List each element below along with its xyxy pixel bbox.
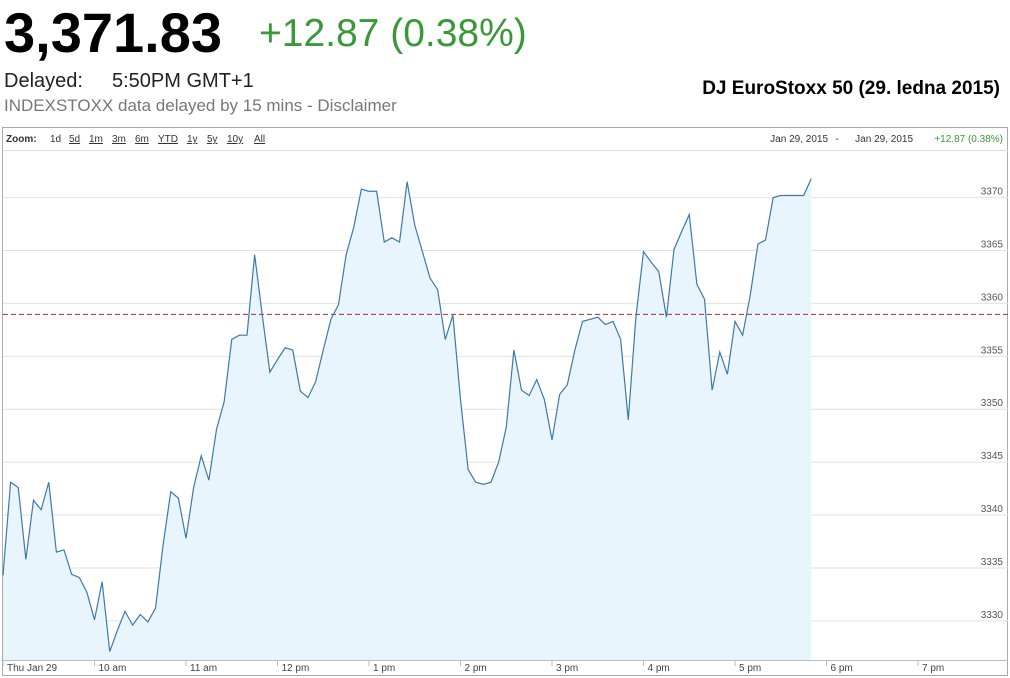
y-tick-label: 3360: [981, 292, 1004, 303]
delayed-label: Delayed:: [4, 70, 83, 92]
x-tick-label: Thu Jan 29: [7, 663, 57, 674]
y-tick-label: 3335: [981, 557, 1004, 568]
x-tick-label: 10 am: [99, 663, 127, 674]
disclaimer: INDEXSTOXX data delayed by 15 mins - Dis…: [4, 96, 397, 115]
y-tick-label: 3350: [981, 398, 1004, 409]
zoom-button[interactable]: 3m: [112, 134, 126, 145]
range-separator: -: [835, 134, 838, 145]
price: 3,371.83: [4, 1, 222, 64]
range-end: Jan 29, 2015: [855, 134, 913, 145]
zoom-label: Zoom:: [6, 134, 37, 145]
x-tick-label: 11 am: [190, 663, 217, 674]
zoom-button[interactable]: 5y: [207, 134, 218, 145]
chart-title: DJ EuroStoxx 50 (29. ledna 2015): [702, 78, 1000, 99]
zoom-button[interactable]: 1y: [187, 134, 198, 145]
y-tick-label: 3355: [981, 345, 1004, 356]
x-tick-label: 6 pm: [831, 663, 853, 674]
delayed-time: 5:50PM GMT+1: [112, 70, 254, 92]
zoom-button[interactable]: 1d: [50, 134, 61, 145]
zoom-button[interactable]: YTD: [158, 134, 178, 145]
zoom-button[interactable]: All: [254, 134, 265, 145]
x-tick-label: 3 pm: [556, 663, 578, 674]
zoom-button[interactable]: 6m: [135, 134, 149, 145]
range-change: +12.87 (0.38%): [934, 134, 1003, 145]
x-tick-label: 1 pm: [373, 663, 395, 674]
zoom-button[interactable]: 1m: [89, 134, 103, 145]
range-start: Jan 29, 2015: [770, 134, 828, 145]
y-tick-label: 3330: [981, 610, 1004, 621]
y-tick-label: 3370: [981, 187, 1004, 198]
y-tick-label: 3345: [981, 451, 1004, 462]
x-tick-label: 4 pm: [648, 663, 670, 674]
y-tick-label: 3365: [981, 240, 1004, 251]
zoom-button[interactable]: 10y: [227, 134, 243, 145]
x-tick-label: 2 pm: [465, 663, 487, 674]
x-tick-label: 5 pm: [739, 663, 761, 674]
y-tick-label: 3340: [981, 504, 1004, 515]
price-change: +12.87 (0.38%): [259, 12, 527, 55]
x-tick-label: 12 pm: [282, 663, 310, 674]
price-line: [2, 178, 812, 652]
zoom-button[interactable]: 5d: [69, 134, 80, 145]
area-fill: [3, 178, 812, 660]
x-tick-label: 7 pm: [922, 663, 944, 674]
